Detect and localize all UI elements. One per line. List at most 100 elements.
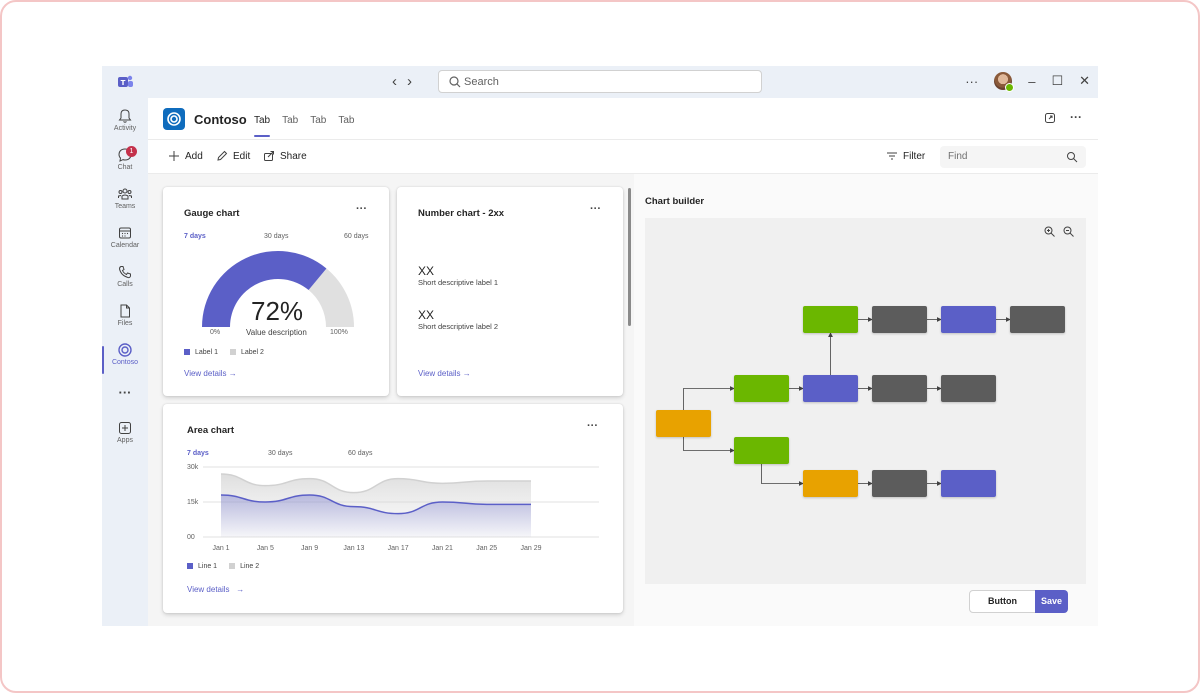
builder-title: Chart builder: [645, 196, 705, 207]
rail-label: Contoso: [111, 359, 139, 366]
arrow-right-icon: →: [462, 369, 471, 378]
range-30-days[interactable]: 30 days: [268, 450, 293, 457]
x-tick-label: Jan 9: [301, 545, 318, 552]
more-apps-icon: ···: [118, 385, 132, 400]
tab-2[interactable]: Tab: [282, 115, 299, 126]
more-options-icon[interactable]: ···: [587, 420, 598, 432]
flow-connector: [761, 464, 804, 486]
find-input[interactable]: Find: [940, 146, 1086, 168]
more-options-icon[interactable]: ···: [1070, 110, 1082, 124]
area-chart: 30k 15k 00 Jan 1 Jan 5 Jan 9 Jan 13 Jan 17 Jan 2…: [187, 464, 599, 552]
forward-arrow-icon[interactable]: ›: [407, 73, 422, 90]
zoom-out-icon[interactable]: [1063, 226, 1074, 237]
share-icon: [264, 151, 274, 161]
number-label-2: Short descriptive label 2: [418, 322, 499, 331]
contoso-icon: [118, 343, 132, 357]
view-details-link[interactable]: View details →: [187, 585, 245, 594]
view-details-link[interactable]: View details →: [184, 369, 237, 378]
y-tick-label: 30k: [187, 464, 199, 471]
legend-item: Label 1: [184, 349, 218, 356]
minimize-icon[interactable]: –: [1028, 73, 1036, 89]
scrollbar[interactable]: [628, 188, 631, 326]
rail-item-apps[interactable]: Apps: [102, 420, 148, 458]
flow-node: [872, 470, 927, 497]
flow-node: [803, 470, 858, 497]
zoom-controls: [1044, 226, 1074, 237]
search-input[interactable]: Search: [438, 70, 762, 93]
popout-icon[interactable]: [1044, 112, 1056, 124]
more-options-icon[interactable]: ···: [965, 73, 979, 89]
back-arrow-icon[interactable]: ‹: [392, 73, 407, 90]
rail-item-teams[interactable]: Teams: [102, 186, 148, 224]
tab-3[interactable]: Tab: [310, 115, 327, 126]
x-tick-label: Jan 17: [388, 545, 409, 552]
range-7-days[interactable]: 7 days: [187, 450, 209, 457]
bell-icon: [118, 109, 132, 123]
x-tick-label: Jan 1: [212, 545, 229, 552]
gauge-value-description: Value description: [246, 328, 307, 337]
rail-more-apps[interactable]: ···: [102, 384, 148, 400]
app-tabs: Tab Tab Tab Tab: [254, 115, 355, 137]
close-icon[interactable]: ✕: [1079, 73, 1090, 88]
search-placeholder: Search: [464, 76, 499, 88]
command-bar: Add Edit Share Filter Find: [148, 140, 1098, 174]
rail-item-activity[interactable]: Activity: [102, 108, 148, 146]
edit-button[interactable]: Edit: [216, 150, 250, 162]
secondary-button[interactable]: Button: [969, 590, 1036, 613]
avatar[interactable]: [994, 72, 1015, 92]
add-button[interactable]: Add: [168, 150, 203, 162]
nav-arrows: ‹›: [392, 73, 422, 90]
rail-item-chat[interactable]: 1 Chat: [102, 146, 148, 185]
area-card: Area chart ··· 7 days 30 days 60 days 30…: [163, 404, 623, 613]
view-details-link[interactable]: View details →: [418, 369, 471, 378]
legend-item: Label 2: [229, 349, 264, 356]
x-tick-label: Jan 29: [520, 545, 541, 552]
number-card: Number chart - 2xx ··· XX Short descript…: [397, 187, 623, 396]
rail-item-files[interactable]: Files: [102, 303, 148, 341]
more-options-icon[interactable]: ···: [356, 203, 367, 215]
rail-label: Calls: [117, 281, 133, 288]
maximize-icon[interactable]: ☐: [1051, 73, 1064, 88]
share-button[interactable]: Share: [263, 150, 307, 162]
app-rail: Activity 1 Chat Teams Calendar Calls Fil…: [102, 98, 148, 626]
tab-4[interactable]: Tab: [338, 115, 355, 126]
zoom-in-icon[interactable]: [1044, 226, 1055, 237]
rail-label: Chat: [117, 164, 133, 171]
card-title: Gauge chart: [184, 208, 240, 219]
pencil-icon: [217, 150, 228, 161]
builder-canvas[interactable]: [645, 218, 1086, 584]
rail-item-calls[interactable]: Calls: [102, 264, 148, 302]
more-options-icon[interactable]: ···: [590, 203, 601, 215]
filter-button[interactable]: Filter: [886, 150, 925, 162]
rail-item-calendar[interactable]: Calendar: [102, 225, 148, 263]
rail-label: Calendar: [110, 242, 140, 249]
gauge-min-label: 0%: [210, 329, 221, 336]
number-value-2: XX: [418, 308, 435, 322]
range-60-days[interactable]: 60 days: [344, 233, 369, 240]
range-30-days[interactable]: 30 days: [264, 233, 289, 240]
rail-item-contoso[interactable]: Contoso: [102, 342, 148, 380]
app-title: Contoso: [194, 112, 247, 127]
teams-window: T ‹› Search ··· – ☐ ✕ Activity 1: [102, 66, 1098, 626]
flow-connector: [683, 437, 735, 453]
series-line-2: [220, 473, 531, 494]
y-tick-label: 00: [187, 534, 195, 541]
gauge-value: 72%: [251, 296, 304, 326]
save-button[interactable]: Save: [1035, 590, 1068, 613]
tab-1[interactable]: Tab: [254, 115, 271, 137]
file-icon: [120, 304, 130, 318]
flow-node: [734, 375, 789, 402]
x-tick-label: Jan 13: [343, 545, 364, 552]
flow-node: [872, 306, 927, 333]
range-60-days[interactable]: 60 days: [348, 450, 373, 457]
range-7-days[interactable]: 7 days: [184, 233, 206, 240]
arrow-right-icon: →: [236, 585, 245, 594]
gauge-max-label: 100%: [330, 329, 348, 336]
search-icon: [1067, 152, 1078, 163]
add-label: Add: [185, 150, 203, 162]
find-placeholder: Find: [948, 151, 968, 162]
flow-node: [656, 410, 711, 437]
series-line-1: [220, 494, 531, 515]
legend-label: Line 2: [240, 563, 260, 570]
chart-builder-panel: Chart builder Button Save: [634, 174, 1098, 626]
